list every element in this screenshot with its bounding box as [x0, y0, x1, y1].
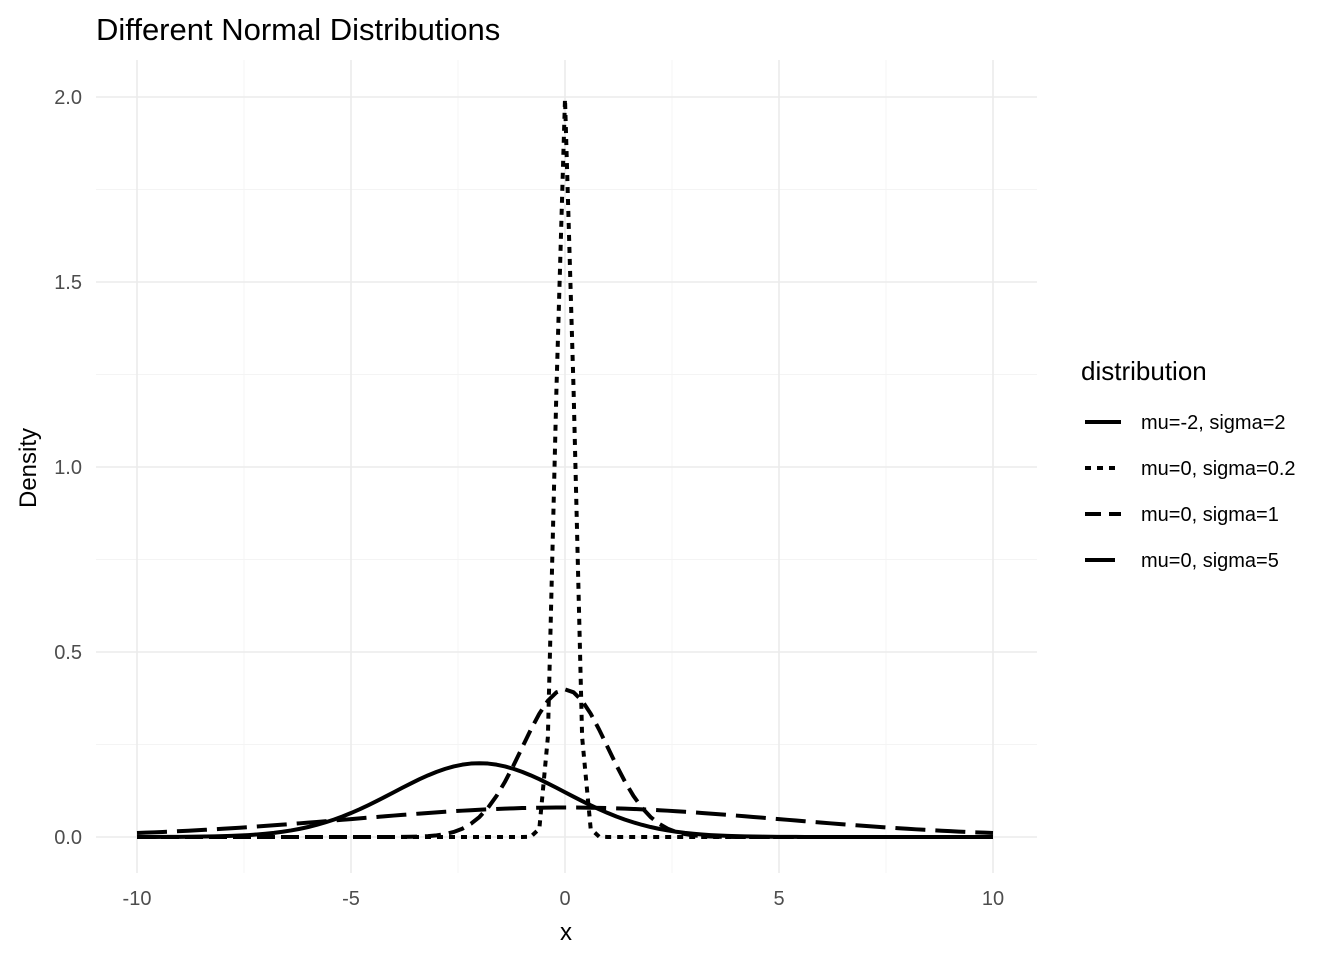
y-tick-label: 0.0: [54, 827, 82, 849]
y-tick-label: 1.5: [54, 272, 82, 294]
x-tick-label: -10: [123, 888, 152, 910]
legend-items: mu=-2, sigma=2 mu=0, sigma=0.2 mu=0, sigma…: [1085, 412, 1296, 572]
chart-title: Different Normal Distributions: [96, 12, 500, 47]
y-tick-label: 1.0: [54, 457, 82, 479]
grid: [96, 60, 1037, 873]
x-axis-ticks: -10 -5 0 5 10: [123, 888, 1005, 910]
legend-title: distribution: [1081, 356, 1207, 386]
legend-label-1: mu=-2, sigma=2: [1141, 412, 1286, 434]
series-lines: [136, 96, 994, 839]
x-tick-label: 5: [773, 888, 784, 910]
x-tick-label: 0: [559, 888, 570, 910]
series-line-4: [136, 805, 994, 835]
y-axis-title: Density: [15, 428, 42, 508]
x-tick-label: -5: [342, 888, 360, 910]
y-axis-ticks: 0.0 0.5 1.0 1.5 2.0: [54, 87, 82, 849]
y-tick-label: 0.5: [54, 642, 82, 664]
x-axis-title: x: [560, 919, 572, 946]
legend: distribution mu=-2, sigma=2 mu=0, sigma=0…: [1081, 356, 1296, 572]
legend-label-2: mu=0, sigma=0.2: [1141, 458, 1296, 480]
legend-label-3: mu=0, sigma=1: [1141, 504, 1279, 526]
x-tick-label: 10: [982, 888, 1004, 910]
y-tick-label: 2.0: [54, 87, 82, 109]
legend-label-4: mu=0, sigma=5: [1141, 550, 1279, 572]
series-line-3: [137, 687, 993, 839]
